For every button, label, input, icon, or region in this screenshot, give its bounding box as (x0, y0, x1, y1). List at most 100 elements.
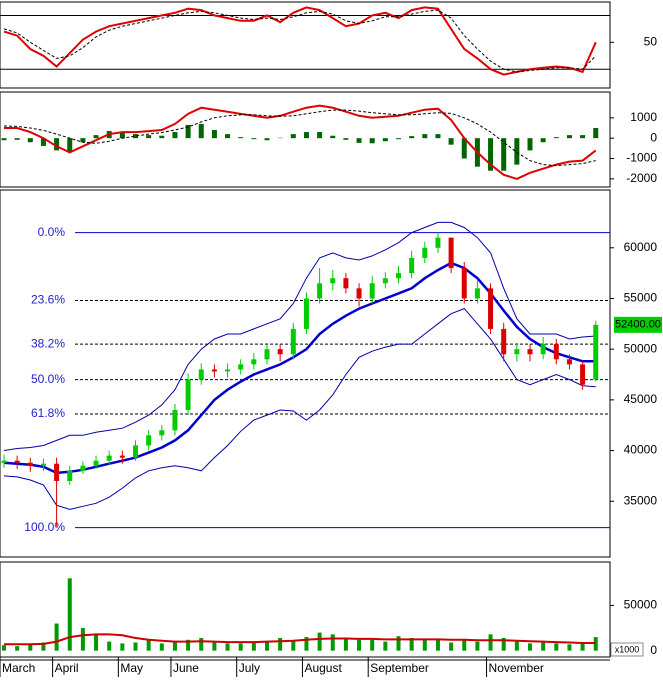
histogram-bar (567, 135, 572, 138)
volume-bar (423, 640, 427, 651)
candle-body (357, 288, 362, 298)
histogram-bar (449, 138, 454, 145)
fib-label: 23.6% (31, 293, 65, 307)
candle-body (501, 329, 506, 354)
candle-body (199, 369, 204, 379)
candle-body (488, 288, 493, 329)
candle-body (120, 456, 125, 458)
candle-body (265, 349, 270, 359)
candle-body (593, 325, 598, 380)
candle-body (528, 349, 533, 354)
month-label: May (120, 661, 143, 675)
candle-body (41, 464, 46, 466)
volume-bar (226, 643, 230, 650)
last-price-label: 52400.00 (615, 319, 661, 331)
candle-body (28, 463, 33, 466)
candle-body (54, 464, 59, 481)
histogram-bar (80, 138, 85, 142)
candle-body (435, 238, 440, 248)
volume-bar (239, 643, 243, 650)
candle-body (409, 258, 414, 273)
y-tick-label: 35000 (624, 493, 658, 507)
volume-bar (199, 638, 203, 651)
candle-body (107, 456, 112, 461)
histogram-bar (225, 134, 230, 138)
volume-bar (147, 640, 151, 651)
fib-label: 61.8% (31, 406, 65, 420)
candle-body (422, 248, 427, 258)
volume-bar (436, 639, 440, 651)
histogram-bar (317, 132, 322, 138)
volume-bar (291, 642, 295, 651)
histogram-bar (528, 138, 533, 150)
volume-bar (383, 642, 387, 651)
month-label: June (173, 661, 199, 675)
fib-label: 100.0% (24, 520, 65, 534)
volume-bar (278, 638, 282, 651)
histogram-bar (304, 132, 309, 138)
histogram-bar (514, 138, 519, 164)
candle-body (554, 344, 559, 359)
histogram-bar (370, 138, 375, 143)
volume-bar (160, 643, 164, 650)
candle-body (67, 471, 72, 481)
histogram-bar (554, 137, 559, 138)
y-tick-label: 50000 (624, 598, 658, 612)
y-tick-label: 0 (650, 643, 657, 657)
candle-body (317, 283, 322, 298)
candle-body (449, 238, 454, 268)
y-tick-label: 45000 (624, 392, 658, 406)
candle-body (212, 369, 217, 371)
histogram-bar (343, 138, 348, 140)
candle-body (343, 278, 348, 288)
histogram-bar (330, 136, 335, 138)
candle-body (251, 359, 256, 364)
candle-body (172, 410, 177, 430)
volume-bar (357, 640, 361, 651)
histogram-bar (199, 124, 204, 138)
histogram-bar (593, 128, 598, 138)
candle-body (291, 329, 296, 354)
histogram-bar (94, 135, 99, 138)
fib-label: 0.0% (38, 225, 66, 239)
volume-bar (528, 643, 532, 650)
candle-body (541, 344, 546, 354)
unit-label: x1000 (615, 644, 640, 654)
candle-body (80, 466, 85, 471)
histogram-bar (357, 138, 362, 143)
volume-bar (15, 646, 19, 651)
histogram-bar (2, 138, 7, 140)
histogram-bar (291, 134, 296, 138)
volume-bar (173, 643, 177, 651)
fib-label: 38.2% (31, 336, 65, 350)
y-tick-label: 1000 (630, 110, 657, 124)
y-tick-label: 60000 (624, 240, 658, 254)
y-tick-label: 50 (644, 34, 658, 48)
candle-body (567, 359, 572, 364)
candle-body (159, 430, 164, 435)
histogram-bar (159, 136, 164, 138)
volume-bar (515, 642, 519, 651)
candle-body (383, 278, 388, 283)
histogram-bar (67, 138, 72, 152)
candle-body (396, 273, 401, 278)
volume-bar (318, 633, 322, 651)
volume-bar (541, 643, 545, 651)
histogram-bar (422, 134, 427, 138)
y-tick-label: 40000 (624, 443, 658, 457)
candle-body (304, 298, 309, 328)
histogram-bar (396, 138, 401, 139)
candle-body (330, 278, 335, 283)
volume-bar (81, 628, 85, 651)
y-tick-label: 50000 (624, 341, 658, 355)
volume-bar (475, 642, 479, 651)
month-label: August (304, 661, 342, 675)
candle-body (580, 364, 585, 384)
fib-label: 50.0% (31, 372, 65, 386)
candle-body (2, 461, 7, 463)
volume-bar (94, 634, 98, 650)
y-tick-label: -1000 (626, 151, 657, 165)
volume-bar (2, 645, 6, 650)
volume-bar (212, 643, 216, 651)
